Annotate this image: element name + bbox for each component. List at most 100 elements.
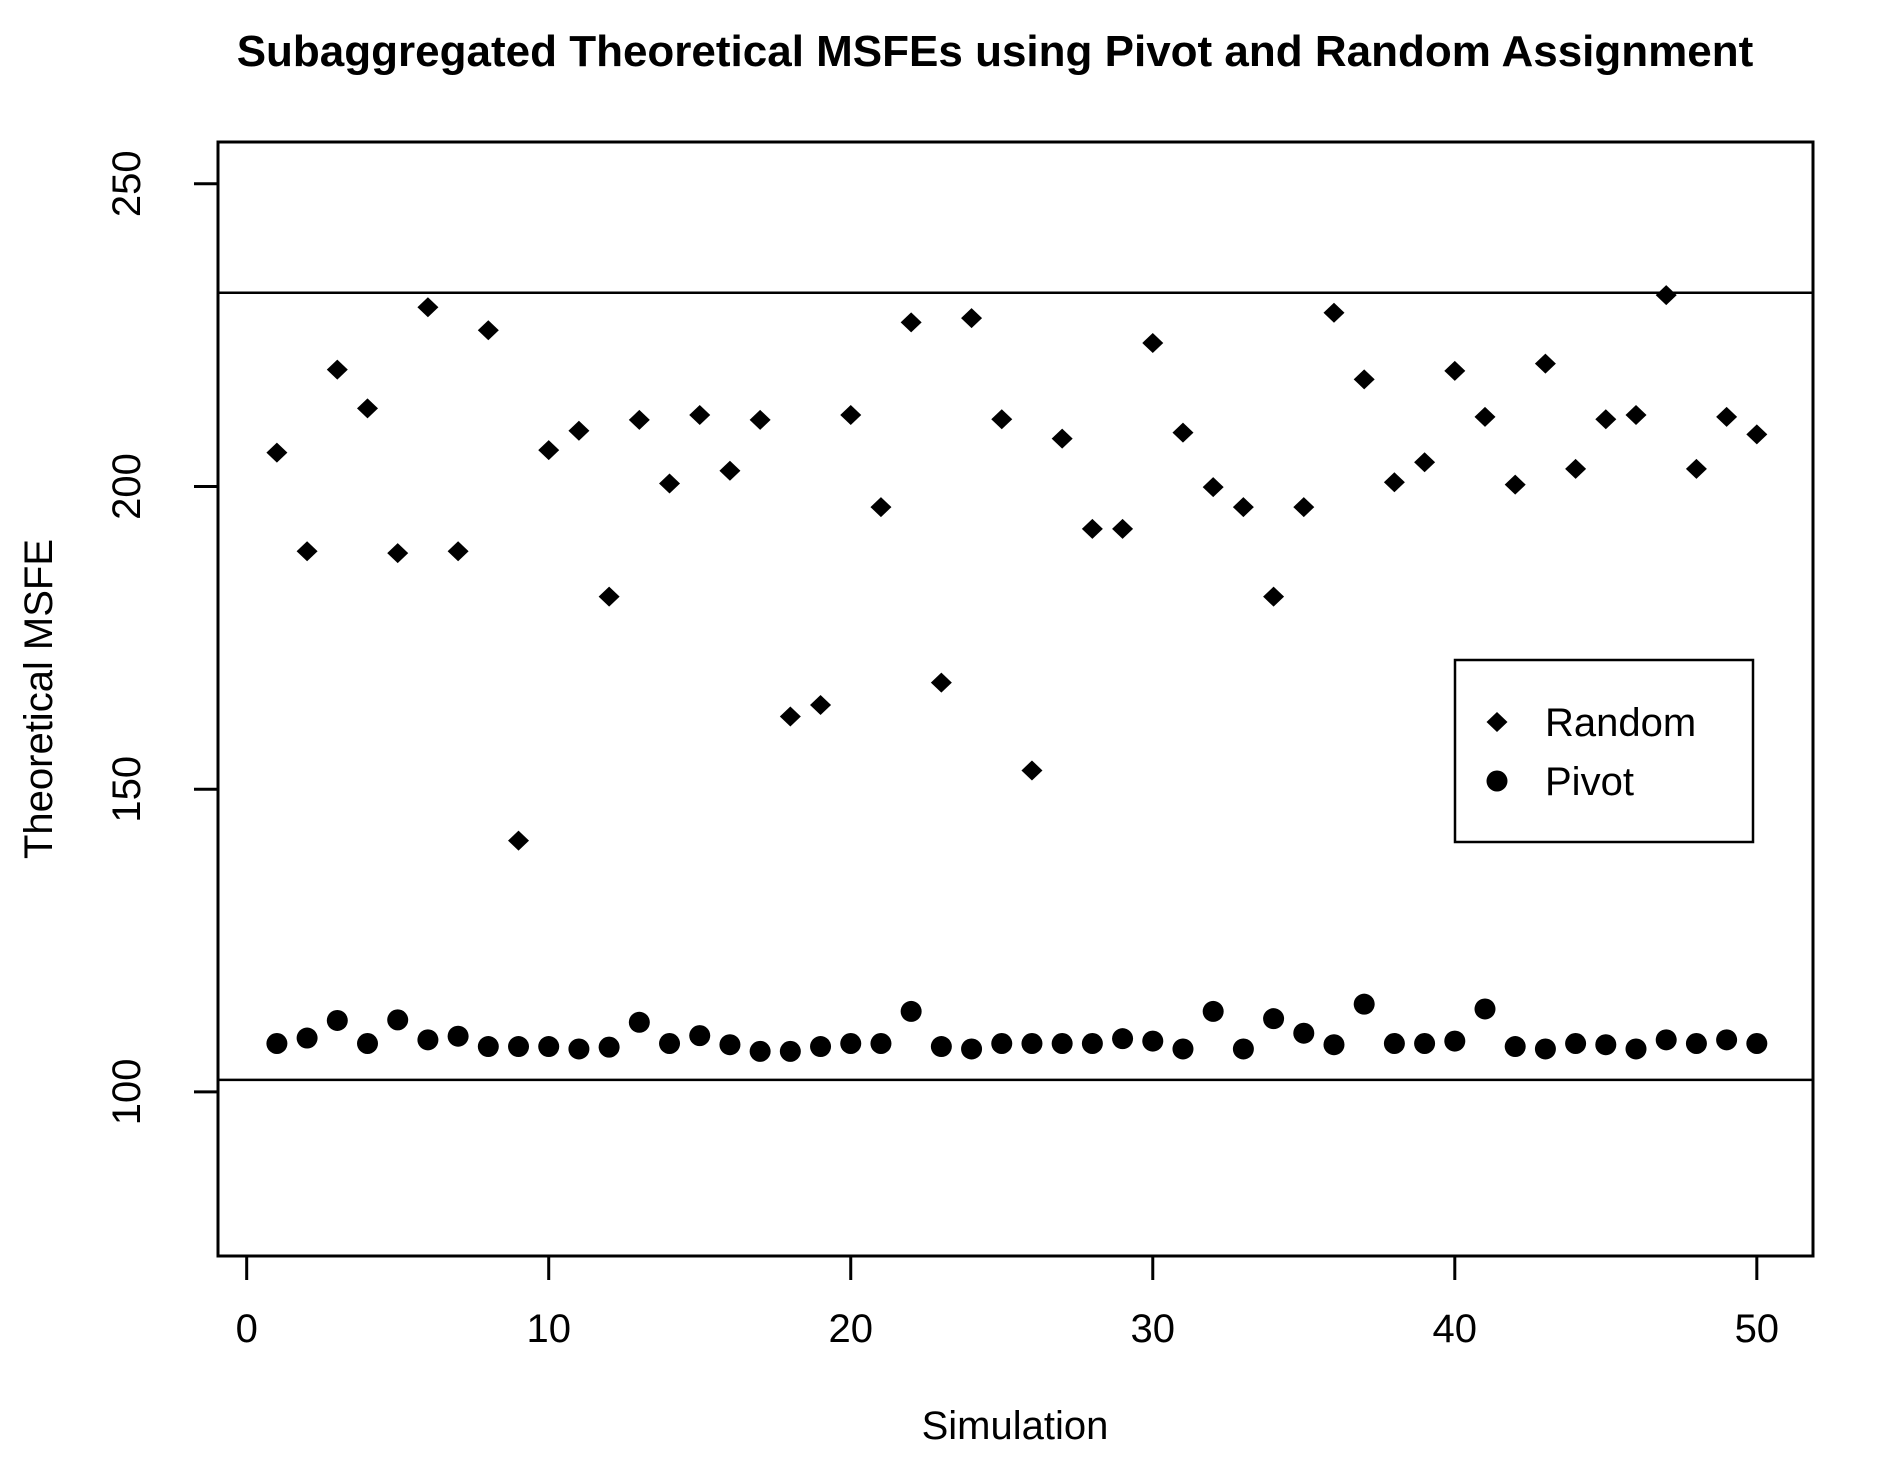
y-tick-label: 150 xyxy=(105,756,149,823)
random-point xyxy=(1293,497,1315,518)
legend: Random Pivot xyxy=(1453,658,1755,844)
pivot-point xyxy=(870,1032,892,1054)
pivot-point xyxy=(417,1029,439,1051)
y-tick-label: 100 xyxy=(105,1059,149,1126)
random-point xyxy=(447,541,469,562)
random-point xyxy=(1716,406,1738,427)
pivot-point xyxy=(477,1036,499,1058)
random-point xyxy=(1504,474,1526,495)
random-point xyxy=(296,541,318,562)
random-point xyxy=(1625,405,1647,426)
random-point xyxy=(1021,760,1043,781)
x-axis-label: Simulation xyxy=(922,1404,1109,1448)
pivot-point xyxy=(1353,993,1375,1015)
pivot-point xyxy=(1263,1008,1285,1030)
x-tick-label: 20 xyxy=(828,1307,873,1351)
y-axis-ticks: 100 150 200 250 xyxy=(105,150,218,1125)
random-point xyxy=(719,460,741,481)
random-point xyxy=(810,695,832,716)
legend-random-diamond-icon xyxy=(1486,712,1508,732)
random-point xyxy=(689,405,711,426)
random-point xyxy=(1232,497,1254,518)
bound-lines xyxy=(218,291,1813,1082)
random-point xyxy=(508,830,530,851)
random-point xyxy=(900,312,922,333)
pivot-point xyxy=(930,1036,952,1058)
pivot-point xyxy=(659,1032,681,1054)
pivot-point xyxy=(296,1027,318,1049)
pivot-point xyxy=(1414,1032,1436,1054)
pivot-point xyxy=(508,1036,530,1058)
pivot-point xyxy=(598,1036,620,1058)
random-point xyxy=(357,398,379,419)
pivot-point xyxy=(387,1009,409,1031)
x-tick-label: 40 xyxy=(1433,1307,1478,1351)
pivot-point xyxy=(1655,1029,1677,1051)
random-point xyxy=(1051,428,1073,449)
x-tick-label: 50 xyxy=(1735,1307,1780,1351)
random-point xyxy=(1595,409,1617,430)
y-axis-label: Theoretical MSFE xyxy=(17,539,61,859)
legend-pivot-circle-icon xyxy=(1486,770,1508,792)
pivot-point xyxy=(266,1032,288,1054)
pivot-point xyxy=(810,1036,832,1058)
random-point xyxy=(1534,353,1556,374)
legend-pivot-label: Pivot xyxy=(1545,760,1634,804)
pivot-point xyxy=(1444,1030,1466,1052)
random-point xyxy=(961,308,983,329)
pivot-point xyxy=(326,1009,348,1031)
random-point xyxy=(1081,518,1103,539)
random-point xyxy=(1353,369,1375,390)
legend-random-label: Random xyxy=(1545,701,1696,745)
pivot-point xyxy=(840,1032,862,1054)
random-point xyxy=(1414,452,1436,473)
pivot-point xyxy=(1746,1032,1768,1054)
random-point xyxy=(538,440,560,461)
x-tick-label: 0 xyxy=(236,1307,258,1351)
pivot-point xyxy=(1383,1032,1405,1054)
random-point xyxy=(659,473,681,494)
random-point xyxy=(1655,285,1677,306)
x-axis-ticks: 0 10 20 30 40 50 xyxy=(236,1256,1780,1351)
random-point xyxy=(1323,302,1345,323)
pivot-point xyxy=(1685,1032,1707,1054)
random-point xyxy=(991,409,1013,430)
pivot-point xyxy=(1202,1000,1224,1022)
y-tick-label: 250 xyxy=(105,150,149,217)
pivot-point xyxy=(961,1038,983,1060)
pivot-point xyxy=(1232,1038,1254,1060)
random-point xyxy=(1746,424,1768,445)
random-point xyxy=(1685,458,1707,479)
random-point xyxy=(477,320,499,341)
chart-title: Subaggregated Theoretical MSFEs using Pi… xyxy=(237,27,1754,76)
random-point xyxy=(1565,458,1587,479)
y-tick-label: 200 xyxy=(105,453,149,520)
pivot-point xyxy=(1051,1032,1073,1054)
random-point xyxy=(1142,333,1164,354)
pivot-point xyxy=(1172,1038,1194,1060)
pivot-point xyxy=(689,1025,711,1047)
pivot-point xyxy=(719,1034,741,1056)
data-points xyxy=(266,285,1768,1062)
pivot-point xyxy=(1716,1029,1738,1051)
random-point xyxy=(1383,472,1405,493)
pivot-point xyxy=(1595,1034,1617,1056)
pivot-point xyxy=(900,1000,922,1022)
x-tick-label: 30 xyxy=(1131,1307,1176,1351)
pivot-point xyxy=(1081,1032,1103,1054)
pivot-point xyxy=(628,1011,650,1033)
random-point xyxy=(749,409,771,430)
pivot-point xyxy=(1323,1034,1345,1056)
random-point xyxy=(1263,586,1285,607)
random-point xyxy=(930,672,952,693)
random-point xyxy=(598,586,620,607)
random-point xyxy=(326,359,348,380)
pivot-point xyxy=(1504,1036,1526,1058)
pivot-point xyxy=(1625,1038,1647,1060)
pivot-point xyxy=(991,1032,1013,1054)
legend-box xyxy=(1453,658,1755,844)
pivot-point xyxy=(357,1032,379,1054)
random-point xyxy=(417,297,439,318)
